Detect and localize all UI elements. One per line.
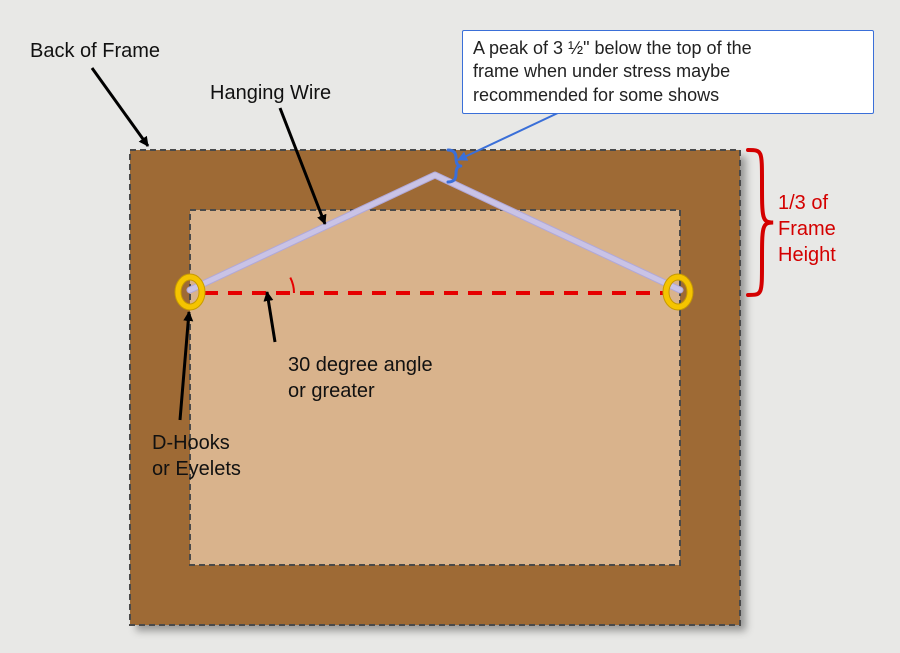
callout-peak: A peak of 3 ½" below the top of the fram… <box>462 30 874 114</box>
label-one-third: 1/3 of Frame Height <box>778 190 836 268</box>
label-hanging-wire: Hanging Wire <box>210 82 331 105</box>
callout-line3: recommended for some shows <box>473 85 719 105</box>
callout-line2: frame when under stress maybe <box>473 61 730 81</box>
arrow-back-of-frame <box>92 68 148 146</box>
frame-inner <box>190 210 680 565</box>
callout-line1: A peak of 3 ½" below the top of the <box>473 38 752 58</box>
label-back-of-frame: Back of Frame <box>30 40 160 63</box>
label-angle: 30 degree angle or greater <box>288 352 433 404</box>
height-bracket <box>748 150 773 295</box>
label-dhooks: D-Hooks or Eyelets <box>152 430 241 482</box>
